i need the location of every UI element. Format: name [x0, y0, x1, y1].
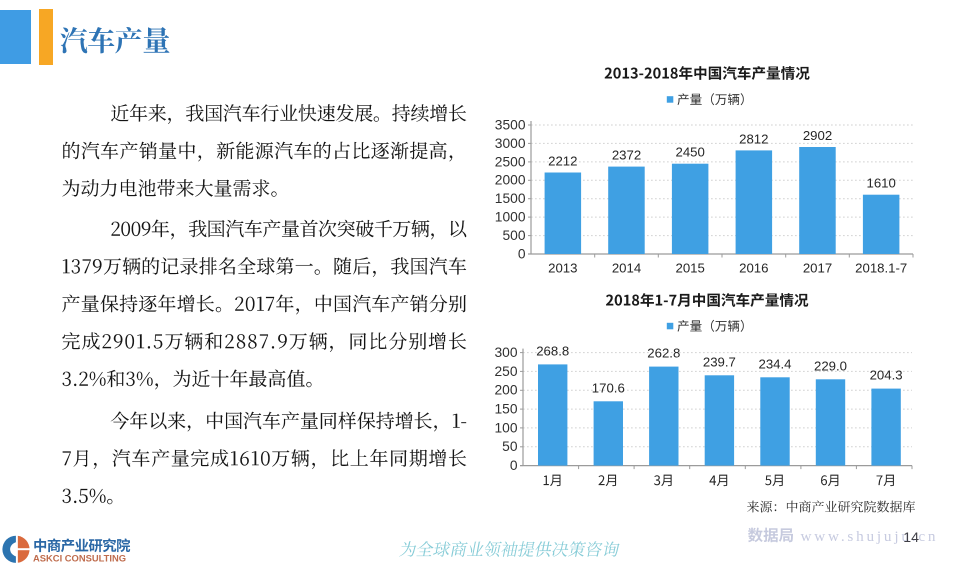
svg-text:1000: 1000 [495, 210, 526, 225]
svg-text:150: 150 [494, 402, 517, 417]
svg-text:268.8: 268.8 [536, 343, 569, 358]
svg-text:2015: 2015 [676, 261, 705, 276]
svg-text:2014: 2014 [612, 261, 641, 276]
svg-text:2212: 2212 [548, 154, 577, 169]
svg-text:2902: 2902 [803, 128, 832, 143]
svg-text:www.shujuju.cn: www.shujuju.cn [801, 528, 939, 545]
svg-text:0: 0 [510, 458, 518, 473]
svg-text:500: 500 [502, 228, 525, 243]
svg-text:234.4: 234.4 [758, 356, 791, 371]
svg-text:2500: 2500 [495, 154, 526, 169]
svg-text:262.8: 262.8 [647, 346, 680, 361]
svg-text:300: 300 [494, 345, 517, 360]
svg-text:250: 250 [494, 364, 517, 379]
svg-text:ASKCI CONSULTING: ASKCI CONSULTING [33, 553, 126, 563]
svg-text:200: 200 [494, 383, 517, 398]
svg-text:100: 100 [494, 420, 517, 435]
svg-text:2372: 2372 [612, 148, 641, 163]
svg-text:3000: 3000 [495, 136, 526, 151]
svg-text:2017: 2017 [803, 261, 832, 276]
svg-text:204.3: 204.3 [870, 368, 903, 383]
svg-text:2013: 2013 [548, 261, 577, 276]
svg-text:1500: 1500 [495, 191, 526, 206]
svg-text:0: 0 [518, 246, 526, 261]
svg-text:14: 14 [903, 530, 919, 546]
svg-text:2018.1-7: 2018.1-7 [855, 261, 907, 276]
svg-text:239.7: 239.7 [703, 354, 736, 369]
svg-text:170.6: 170.6 [592, 380, 625, 395]
svg-text:3500: 3500 [495, 117, 526, 132]
svg-text:2000: 2000 [495, 173, 526, 188]
svg-text:229.0: 229.0 [814, 358, 847, 373]
svg-text:2450: 2450 [676, 145, 705, 160]
svg-text:2016: 2016 [739, 261, 768, 276]
svg-text:2812: 2812 [739, 131, 768, 146]
svg-text:1610: 1610 [867, 176, 896, 191]
svg-text:50: 50 [502, 439, 518, 454]
